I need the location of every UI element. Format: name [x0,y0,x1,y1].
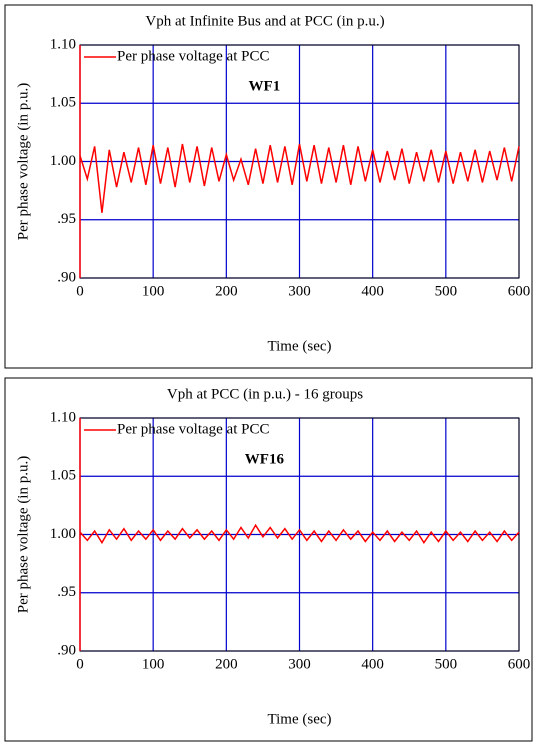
x-axis-label: Time (sec) [267,338,331,354]
y-tick-label: .95 [57,584,76,600]
data-line [79,523,520,545]
chart-frame [4,4,533,369]
annotation: WF1 [249,78,281,94]
x-tick-label: 400 [361,283,384,299]
x-tick-label: 500 [435,283,458,299]
chart-frame [4,377,533,742]
y-axis-label: Per phase voltage (in p.u.) [15,456,31,613]
y-tick-label: 1.10 [50,409,76,425]
x-tick-label: 600 [508,283,531,299]
annotation: WF16 [245,451,285,467]
x-tick-label: 200 [215,656,238,672]
x-tick-label: 100 [142,656,165,672]
x-tick-label: 600 [508,656,531,672]
y-axis-label: Per phase voltage (in p.u.) [15,83,31,240]
y-tick-label: 1.05 [50,468,76,484]
x-axis-label: Time (sec) [267,711,331,727]
x-tick-label: 0 [76,656,84,672]
x-tick-label: 500 [435,656,458,672]
y-tick-label: 1.00 [50,526,76,542]
y-tick-label: .95 [57,211,76,227]
x-tick-label: 200 [215,283,238,299]
x-tick-label: 0 [76,283,84,299]
x-tick-label: 300 [288,283,311,299]
x-tick-label: 400 [361,656,384,672]
chart-title: Vph at Infinite Bus and at PCC (in p.u.) [145,13,384,29]
x-tick-label: 100 [142,283,165,299]
data-line [79,143,520,213]
chart-title: Vph at PCC (in p.u.) - 16 groups [167,386,363,402]
legend-label: Per phase voltage at PCC [117,48,269,64]
x-tick-label: 300 [288,656,311,672]
y-tick-label: .90 [57,642,76,658]
y-tick-label: 1.10 [50,36,76,52]
y-tick-label: .90 [57,269,76,285]
y-tick-label: 1.00 [50,153,76,169]
y-tick-label: 1.05 [50,95,76,111]
legend-label: Per phase voltage at PCC [117,421,269,437]
